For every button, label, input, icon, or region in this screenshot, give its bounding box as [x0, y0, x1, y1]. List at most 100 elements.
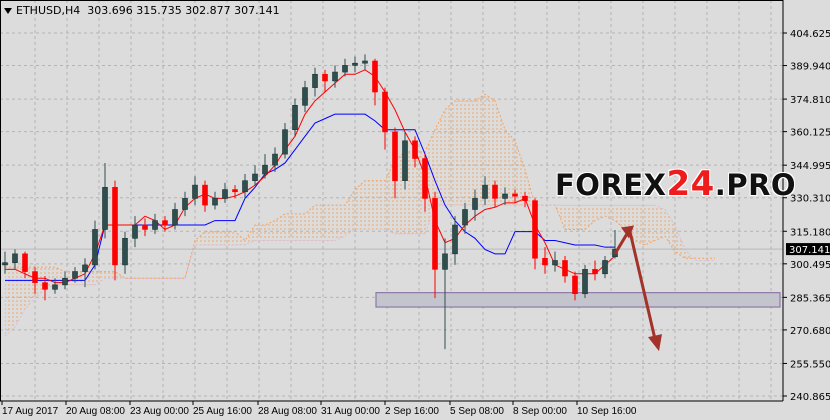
candle-bearish	[202, 184, 208, 206]
candle-bullish	[582, 269, 588, 295]
candle-bullish	[332, 71, 338, 82]
support-zone	[375, 292, 781, 308]
candle-bullish	[442, 253, 448, 270]
candle-bullish	[452, 224, 458, 255]
candle-bullish	[352, 62, 358, 66]
watermark-24: 24	[666, 164, 715, 204]
x-tick-label: 17 Aug 2017	[2, 406, 59, 417]
candle-bullish	[312, 73, 318, 88]
candle-bullish	[272, 153, 278, 166]
candle-bullish	[482, 184, 488, 199]
candle-bearish	[382, 91, 388, 133]
x-tick-label: 8 Sep 00:00	[513, 406, 567, 417]
candle-bullish	[242, 180, 248, 193]
candle-bullish	[342, 65, 348, 73]
dropdown-triangle-icon[interactable]	[4, 8, 12, 14]
support-zone-rect	[375, 292, 781, 308]
senkou-span-a-line	[5, 93, 715, 279]
x-tick-label: 10 Sep 16:00	[577, 406, 637, 417]
candle-bearish	[392, 131, 398, 181]
candle-bullish	[222, 189, 228, 199]
forecast-arrows	[613, 225, 662, 352]
candle-bullish	[2, 262, 8, 266]
arrow-down-icon	[648, 334, 662, 352]
candle-bearish	[112, 187, 118, 266]
candle-bearish	[22, 253, 28, 272]
candle-bullish	[472, 198, 478, 210]
y-tick-label: 389.940	[790, 62, 830, 73]
chart-header: ETHUSD,H4 303.696 315.735 302.877 307.14…	[4, 4, 280, 17]
ichimoku-cloud	[4, 93, 715, 337]
candle-bullish	[362, 60, 368, 64]
candle-bullish	[252, 173, 258, 181]
candle-bullish	[122, 238, 128, 266]
candle-bullish	[292, 105, 298, 131]
candles	[2, 54, 618, 350]
x-tick-label: 28 Aug 08:00	[258, 406, 317, 417]
x-tick-label: 25 Aug 16:00	[193, 406, 252, 417]
y-tick-label: 270.680	[790, 326, 830, 337]
candle-bearish	[562, 260, 568, 277]
candle-bearish	[422, 158, 428, 199]
y-tick-label: 344.995	[790, 161, 830, 172]
candle-bearish	[592, 269, 598, 275]
candle-bearish	[162, 220, 168, 226]
candle-bullish	[502, 193, 508, 199]
candle-bullish	[172, 209, 178, 226]
x-tick-label: 23 Aug 00:00	[130, 406, 189, 417]
candle-bullish	[52, 284, 58, 290]
current-price-label: 307.141	[789, 245, 830, 256]
candle-bearish	[432, 198, 438, 270]
candle-bullish	[282, 129, 288, 155]
candle-bearish	[42, 282, 48, 290]
candle-bearish	[142, 224, 148, 230]
candle-bullish	[82, 264, 88, 272]
candle-bearish	[512, 193, 518, 197]
candle-bullish	[192, 184, 198, 199]
candle-bullish	[62, 277, 68, 286]
ohlc-readout: 303.696 315.735 302.877 307.141	[87, 4, 280, 17]
x-tick-label: 5 Sep 08:00	[450, 406, 504, 417]
candle-bearish	[572, 275, 578, 295]
candle-bullish	[92, 229, 98, 266]
candle-bearish	[232, 189, 238, 193]
candle-bearish	[412, 140, 418, 159]
y-tick-label: 240.865	[790, 392, 830, 403]
candle-bearish	[322, 73, 328, 82]
candle-bearish	[522, 195, 528, 201]
watermark-pro: .PRO	[714, 168, 797, 202]
candle-bullish	[552, 260, 558, 266]
candle-bearish	[372, 60, 378, 93]
y-tick-label: 315.180	[790, 227, 830, 238]
candle-bullish	[302, 87, 308, 106]
candle-bullish	[462, 209, 468, 226]
y-tick-label: 404.625	[790, 29, 830, 40]
candle-bullish	[402, 140, 408, 181]
candle-bullish	[182, 198, 188, 210]
candle-bullish	[152, 220, 158, 230]
candle-bullish	[262, 164, 268, 175]
y-tick-label: 300.495	[790, 260, 830, 271]
y-tick-label: 255.550	[790, 359, 830, 370]
forecast-arrow-shaft	[627, 227, 657, 340]
candle-bearish	[542, 257, 548, 266]
candle-bullish	[72, 271, 78, 279]
candle-bearish	[492, 184, 498, 199]
y-tick-label: 330.310	[790, 194, 830, 205]
candle-bearish	[532, 200, 538, 259]
y-tick-label: 285.365	[790, 293, 830, 304]
candle-bullish	[602, 260, 608, 275]
y-tick-label: 374.810	[790, 95, 830, 106]
y-tick-label: 360.125	[790, 128, 830, 139]
x-tick-label: 31 Aug 00:00	[321, 406, 380, 417]
cloud-fill	[5, 94, 715, 336]
candle-bullish	[132, 224, 138, 239]
watermark-forex: FOREX	[555, 168, 667, 202]
candle-bearish	[32, 271, 38, 283]
current-price-badge	[786, 243, 830, 256]
senkou-span-b-line	[4, 204, 715, 337]
x-tick-label: 2 Sep 16:00	[385, 406, 439, 417]
candle-bullish	[12, 253, 18, 264]
